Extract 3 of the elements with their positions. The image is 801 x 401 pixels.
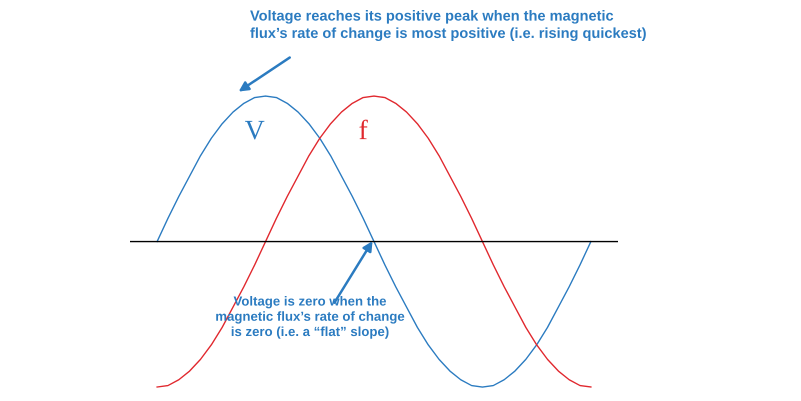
- series-label: f: [359, 120, 368, 140]
- text: Voltage reaches its positive peak when the magnetic flux’s rate of change is most positive (i.e. rising quickest): [250, 10, 646, 42]
- legend-label: V: [244, 120, 264, 140]
